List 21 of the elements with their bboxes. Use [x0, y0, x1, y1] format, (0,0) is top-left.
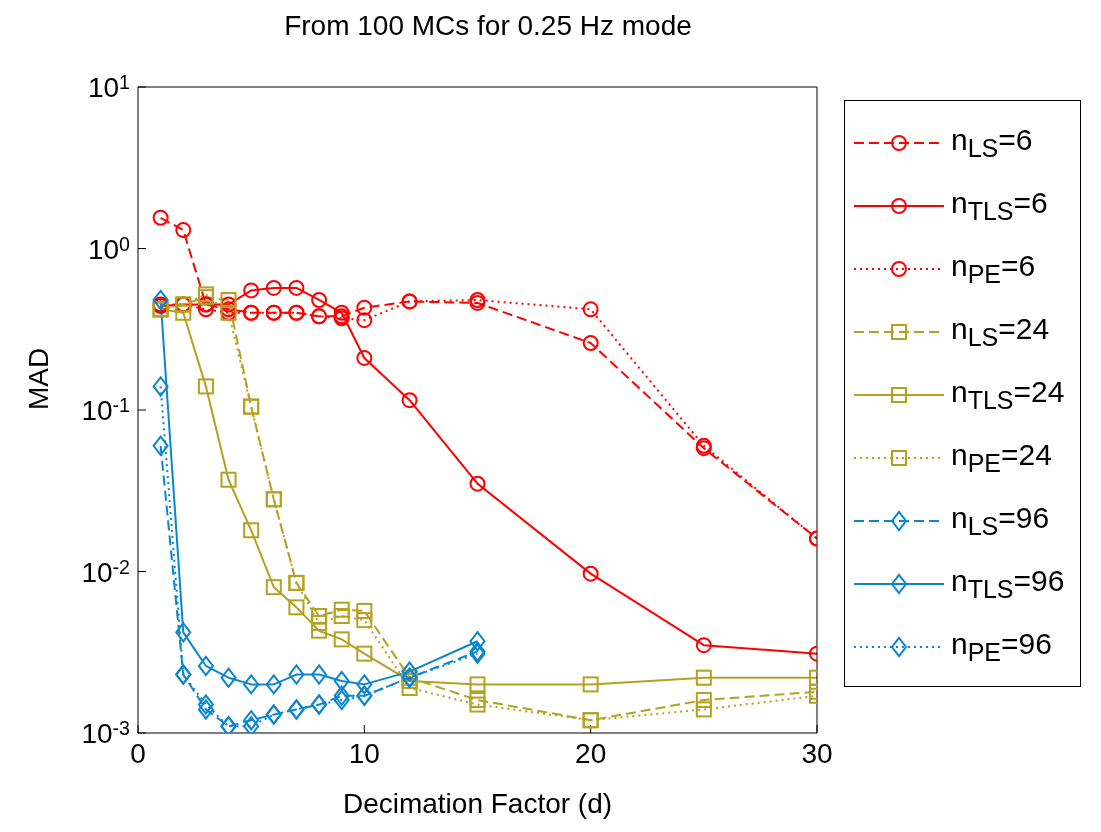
y-tick-label: 10$^{-1}$: [81, 394, 130, 426]
legend-label: n$_{LS}$=6: [951, 122, 1033, 163]
legend-label: n$_{PE}$=96: [951, 626, 1052, 667]
legend-label: n$_{LS}$=96: [951, 500, 1050, 541]
legend-label: n$_{TLS}$=6: [951, 185, 1048, 226]
legend-label: n$_{TLS}$=24: [951, 374, 1065, 415]
x-tick-label: 30: [801, 737, 833, 769]
y-tick-label: 10$^{-3}$: [81, 717, 131, 749]
x-tick-label: 10: [348, 737, 380, 769]
chart-title: From 100 MCs for 0.25 Hz mode: [283, 10, 693, 42]
y-axis-title: MAD: [22, 347, 54, 410]
x-tick-label: 20: [575, 737, 607, 769]
legend-label: n$_{PE}$=6: [951, 248, 1036, 289]
legend-label: n$_{TLS}$=96: [951, 563, 1065, 604]
y-tick-label: 10$^{-2}$: [81, 555, 130, 588]
x-tick-label: 0: [130, 737, 146, 769]
x-axis-title: Decimation Factor (d): [342, 788, 613, 819]
y-tick-label: 10$^{0}$: [87, 232, 131, 265]
legend-label: n$_{PE}$=24: [951, 437, 1052, 478]
legend-label: n$_{LS}$=24: [951, 311, 1050, 352]
y-tick-label: 10$^{1}$: [87, 71, 130, 103]
